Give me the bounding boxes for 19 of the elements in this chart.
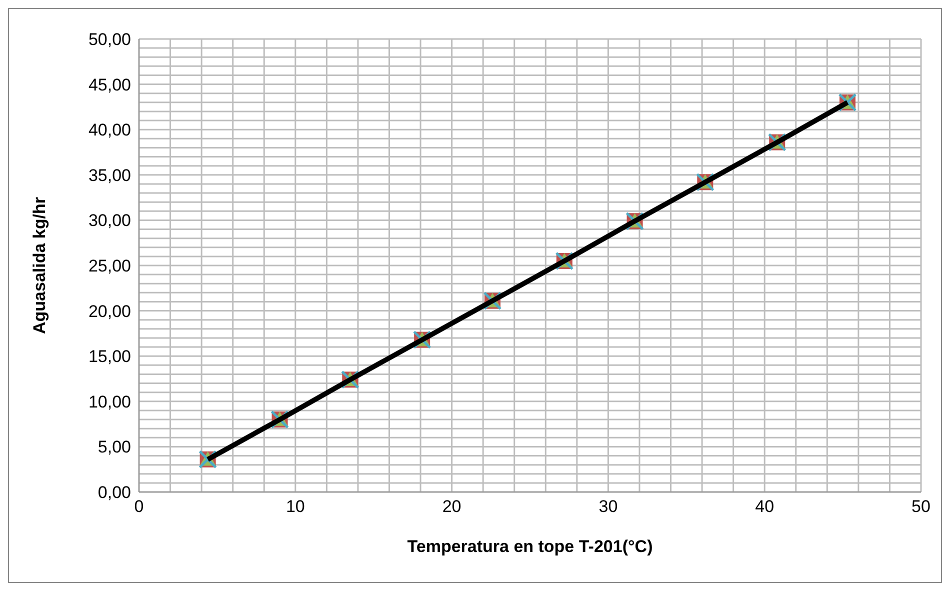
- x-axis-title: Temperatura en tope T-201(°C): [407, 537, 653, 556]
- y-tick-label: 15,00: [88, 347, 131, 366]
- x-tick-label: 10: [286, 497, 305, 516]
- x-tick-label: 0: [134, 497, 144, 516]
- y-tick-label: 30,00: [88, 211, 131, 230]
- y-tick-label: 35,00: [88, 166, 131, 185]
- x-tick-label: 20: [442, 497, 462, 516]
- y-tick-label: 40,00: [88, 120, 131, 140]
- y-tick-label: 0,00: [98, 483, 131, 502]
- y-tick-label: 5,00: [98, 438, 131, 457]
- x-tick-label: 50: [912, 497, 930, 516]
- x-tick-label: 40: [755, 497, 774, 516]
- y-tick-label: 25,00: [88, 256, 131, 276]
- y-tick-label: 20,00: [88, 302, 131, 321]
- y-tick-label: 10,00: [88, 392, 131, 412]
- y-tick-label: 50,00: [88, 30, 131, 50]
- y-tick-label: 45,00: [88, 75, 131, 94]
- x-tick-label: 30: [598, 497, 618, 516]
- y-axis-title: Aguasalida kg/hr: [30, 196, 50, 334]
